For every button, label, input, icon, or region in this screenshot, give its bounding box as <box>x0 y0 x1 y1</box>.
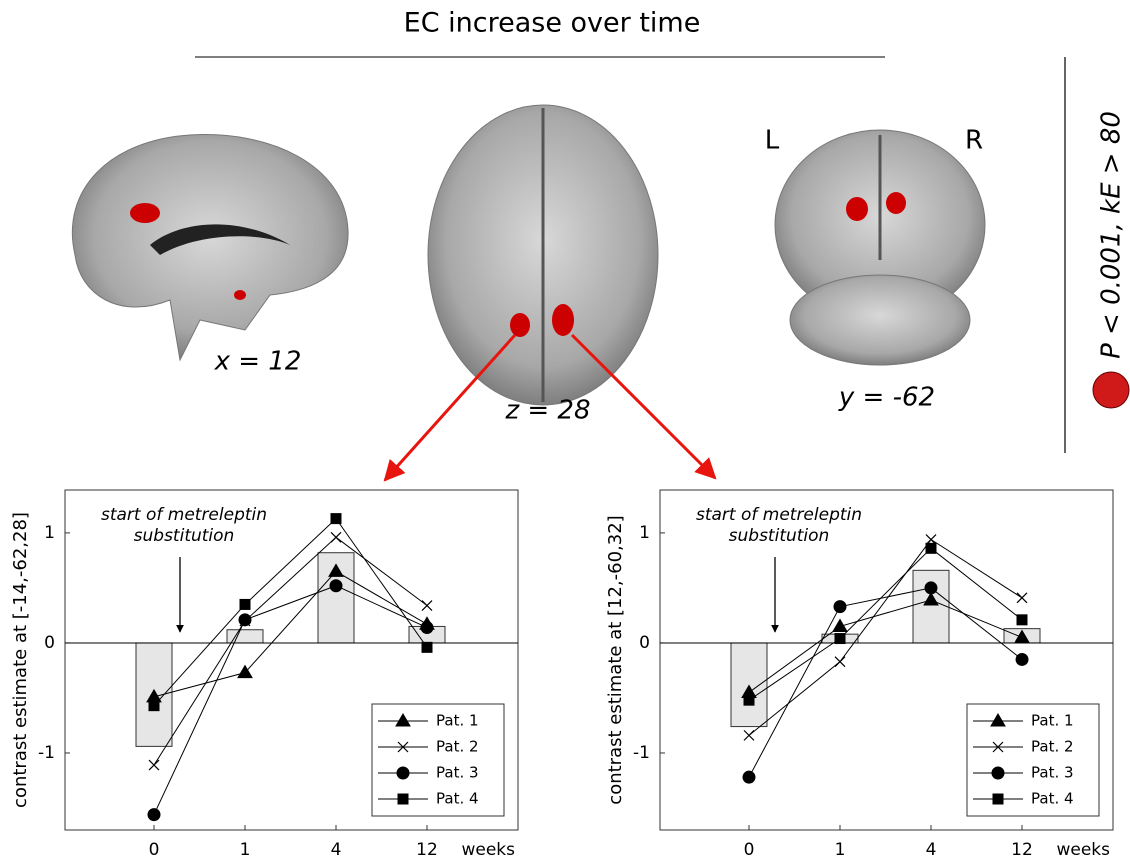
cluster <box>886 192 906 214</box>
x-tick-label: 1 <box>835 840 846 860</box>
x-axis-label: weeks <box>461 840 515 860</box>
sagittal-slice <box>72 135 348 360</box>
marker <box>743 771 755 783</box>
slice-label: x = 12 <box>214 347 302 377</box>
threshold-swatch <box>1093 372 1129 408</box>
x-tick-label: 4 <box>926 840 937 860</box>
marker <box>835 634 845 644</box>
marker <box>925 582 937 594</box>
legend-label: Pat. 2 <box>436 738 479 756</box>
legend-label: Pat. 4 <box>436 790 479 808</box>
y-axis-label: contrast estimate at [-14,-62,28] <box>10 512 31 808</box>
pointer-arrow <box>385 335 515 480</box>
y-tick-label: -1 <box>38 743 55 763</box>
cluster <box>510 313 530 337</box>
y-tick-label: 1 <box>44 523 55 543</box>
legend-label: Pat. 4 <box>1031 790 1074 808</box>
x-tick-label: 0 <box>149 840 160 860</box>
marker <box>331 532 341 542</box>
y-tick-label: -1 <box>633 743 650 763</box>
marker <box>331 514 341 524</box>
legend-label: Pat. 1 <box>436 712 479 730</box>
marker <box>834 601 846 613</box>
marker <box>330 580 342 592</box>
x-tick-label: 4 <box>331 840 342 860</box>
y-tick-label: 0 <box>639 633 650 653</box>
coronal-slice <box>775 130 985 365</box>
series-line <box>154 519 427 706</box>
marker <box>1017 593 1027 603</box>
x-tick-label: 0 <box>744 840 755 860</box>
y-tick-label: 0 <box>44 633 55 653</box>
x-tick-label: 1 <box>240 840 251 860</box>
marker <box>240 599 250 609</box>
figure-title: EC increase over time <box>404 8 701 39</box>
body: EC increase over time x = 12 z = 28 L R … <box>0 0 1130 861</box>
cluster <box>130 203 160 223</box>
marker <box>149 701 159 711</box>
marker <box>421 622 433 634</box>
legend-label: Pat. 3 <box>1031 764 1074 782</box>
slice-label: y = -62 <box>838 383 935 413</box>
cluster <box>234 290 246 300</box>
marker <box>993 794 1003 804</box>
marker <box>149 760 159 770</box>
series-line <box>749 600 1022 692</box>
legend-label: Pat. 2 <box>1031 738 1074 756</box>
cluster <box>846 197 868 221</box>
marker <box>835 657 845 667</box>
marker <box>744 730 754 740</box>
marker <box>148 809 160 821</box>
page: {"figure": {"title": "EC increase over t… <box>0 0 1130 861</box>
figure: EC increase over time x = 12 z = 28 L R … <box>0 0 1130 861</box>
orientation-label: R <box>965 126 983 156</box>
marker <box>992 767 1004 779</box>
x-tick-label: 12 <box>416 840 438 860</box>
orientation-label: L <box>765 126 780 156</box>
marker <box>422 642 432 652</box>
marker <box>239 614 251 626</box>
threshold-label: P < 0.001, kE > 80 <box>1097 111 1127 359</box>
legend-label: Pat. 3 <box>436 764 479 782</box>
legend-label: Pat. 1 <box>1031 712 1074 730</box>
marker <box>422 601 432 611</box>
slice-label: z = 28 <box>504 396 590 426</box>
y-tick-label: 1 <box>639 523 650 543</box>
y-axis-label: contrast estimate at [12,-60,32] <box>605 515 626 804</box>
pointer-arrow <box>572 335 715 478</box>
x-tick-label: 12 <box>1011 840 1033 860</box>
marker <box>1017 615 1027 625</box>
marker <box>744 695 754 705</box>
marker <box>398 794 408 804</box>
marker <box>926 543 936 553</box>
axial-slice <box>428 105 658 405</box>
bar <box>913 570 949 643</box>
marker <box>1016 653 1028 665</box>
marker <box>397 767 409 779</box>
x-axis-label: weeks <box>1056 840 1110 860</box>
cluster <box>552 304 574 336</box>
